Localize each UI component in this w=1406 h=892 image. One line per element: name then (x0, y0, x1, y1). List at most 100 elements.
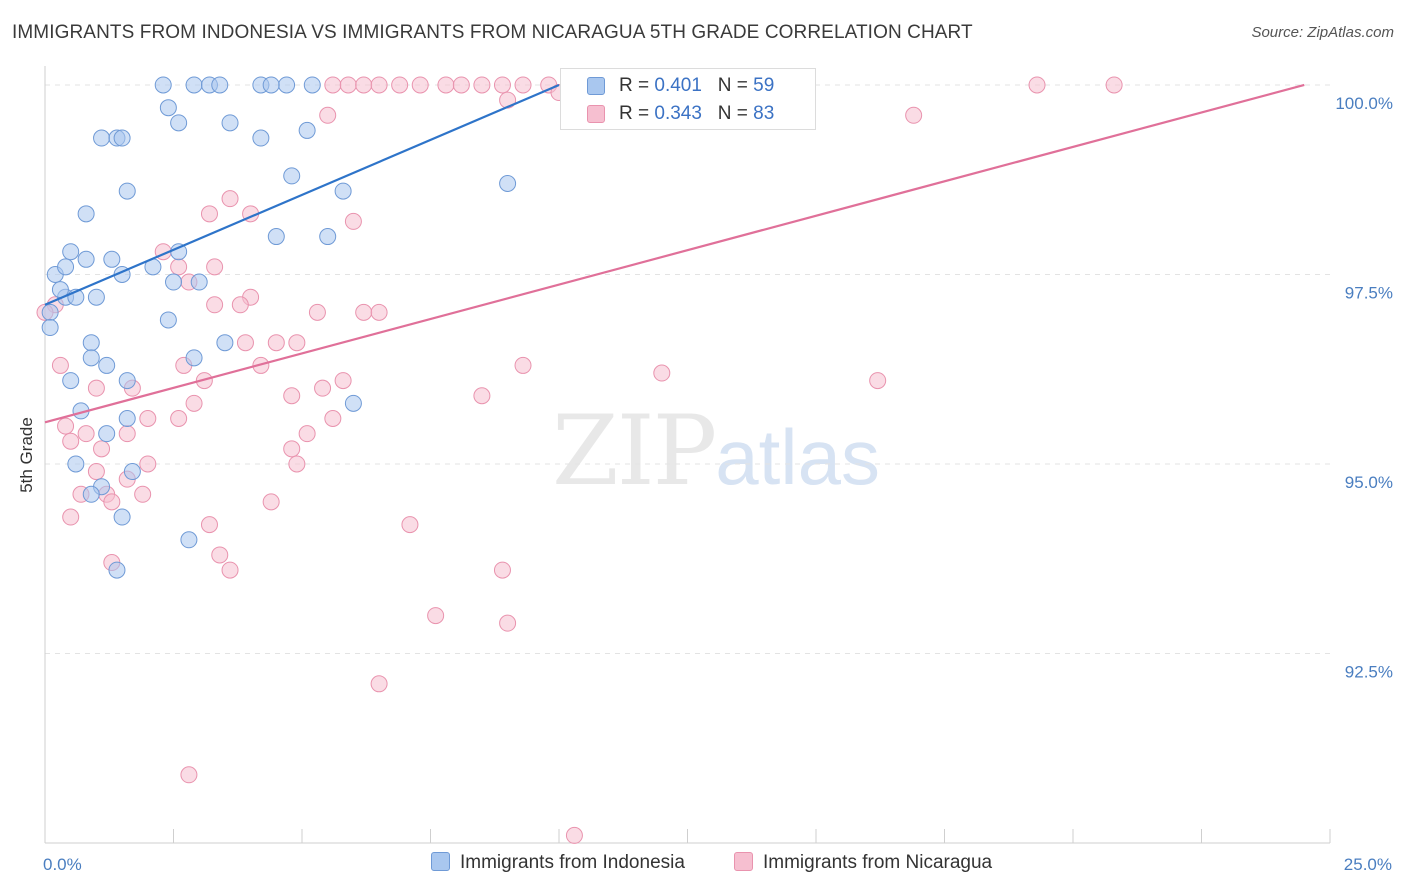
indonesia-point (221, 114, 239, 132)
nicaragua-point (344, 212, 362, 230)
indonesia-point (93, 129, 111, 147)
nicaragua-point (87, 379, 105, 397)
nicaragua-point (308, 303, 326, 321)
nicaragua-point (77, 425, 95, 443)
y-axis-label: 5th Grade (17, 417, 36, 493)
nicaragua-point (514, 76, 532, 94)
nicaragua-point (473, 387, 491, 405)
nicaragua-point (103, 493, 121, 511)
nicaragua-point (314, 379, 332, 397)
nicaragua-point (185, 394, 203, 412)
nicaragua-point (200, 516, 218, 534)
indonesia-point (118, 182, 136, 200)
series-label-indonesia: Immigrants from Indonesia (460, 852, 685, 873)
indonesia-points (41, 76, 594, 579)
legend-r-label: R = (619, 75, 655, 96)
indonesia-point (252, 129, 270, 147)
y-tick-label: 97.5% (1345, 283, 1393, 302)
indonesia-point (82, 349, 100, 367)
indonesia-point (303, 76, 321, 94)
nicaragua-point (324, 409, 342, 427)
nicaragua-point (370, 76, 388, 94)
nicaragua-point (565, 826, 583, 844)
y-tick-label: 95.0% (1345, 473, 1393, 492)
series-legend: Immigrants from Indonesia Immigrants fro… (0, 852, 1406, 878)
nicaragua-point (180, 766, 198, 784)
legend-n-label: N = (717, 103, 754, 124)
watermark-zip: ZIP (552, 395, 717, 507)
nicaragua-point (370, 303, 388, 321)
indonesia-point (57, 258, 75, 276)
legend-r-value: 0.401 (654, 75, 702, 96)
indonesia-point (98, 425, 116, 443)
nicaragua-point (355, 303, 373, 321)
nicaragua-point (118, 425, 136, 443)
nicaragua-point (139, 455, 157, 473)
series-legend-indonesia[interactable]: Immigrants from Indonesia (431, 852, 685, 874)
indonesia-point (180, 531, 198, 549)
nicaragua-point (324, 76, 342, 94)
indonesia-point (98, 356, 116, 374)
indonesia-point (159, 311, 177, 329)
chart-title: IMMIGRANTS FROM INDONESIA VS IMMIGRANTS … (12, 22, 973, 43)
nicaragua-point (411, 76, 429, 94)
indonesia-point (154, 76, 172, 94)
nicaragua-point (339, 76, 357, 94)
indonesia-point (62, 372, 80, 390)
nicaragua-point (62, 432, 80, 450)
nicaragua-point (51, 356, 69, 374)
series-legend-nicaragua[interactable]: Immigrants from Nicaragua (734, 852, 992, 874)
indonesia-point (344, 394, 362, 412)
series-swatch-nicaragua (734, 852, 753, 871)
nicaragua-point (493, 561, 511, 579)
series-swatch-indonesia (431, 852, 450, 871)
nicaragua-point (427, 607, 445, 625)
y-tick-label: 100.0% (1335, 94, 1393, 113)
indonesia-point (118, 409, 136, 427)
indonesia-point (216, 334, 234, 352)
indonesia-point (283, 167, 301, 185)
legend-r-value: 0.343 (654, 103, 702, 124)
source-label: Source: ZipAtlas.com (1251, 24, 1394, 41)
nicaragua-point (334, 372, 352, 390)
indonesia-point (41, 303, 59, 321)
nicaragua-point (57, 417, 75, 435)
nicaragua-point (87, 463, 105, 481)
nicaragua-point (1028, 76, 1046, 94)
indonesia-point (67, 455, 85, 473)
nicaragua-point (298, 425, 316, 443)
nicaragua-point (1105, 76, 1123, 94)
legend-r-label: R = (619, 103, 655, 124)
nicaragua-point (493, 76, 511, 94)
legend-text-indonesia: R = 0.401 N = 59 (619, 75, 774, 97)
nicaragua-point (221, 190, 239, 208)
nicaragua-point (236, 334, 254, 352)
indonesia-point (159, 99, 177, 117)
nicaragua-point (401, 516, 419, 534)
indonesia-point (108, 561, 126, 579)
indonesia-point (77, 205, 95, 223)
indonesia-point (185, 76, 203, 94)
nicaragua-point (283, 387, 301, 405)
indonesia-point (113, 129, 131, 147)
y-tick-label: 92.5% (1345, 662, 1393, 681)
legend-swatch-nicaragua (587, 105, 605, 123)
nicaragua-point (514, 356, 532, 374)
indonesia-point (499, 174, 517, 192)
indonesia-point (211, 76, 229, 94)
nicaragua-point (134, 485, 152, 503)
nicaragua-point (267, 334, 285, 352)
indonesia-point (190, 273, 208, 291)
indonesia-point (87, 288, 105, 306)
nicaragua-points (36, 76, 1123, 844)
indonesia-point (165, 273, 182, 291)
nicaragua-point (200, 205, 218, 223)
nicaragua-point (231, 296, 249, 314)
indonesia-point (41, 319, 59, 337)
nicaragua-point (62, 508, 80, 526)
series-label-nicaragua: Immigrants from Nicaragua (763, 852, 993, 873)
indonesia-point (62, 243, 80, 261)
indonesia-trend-line (44, 83, 560, 306)
nicaragua-point (437, 76, 455, 94)
